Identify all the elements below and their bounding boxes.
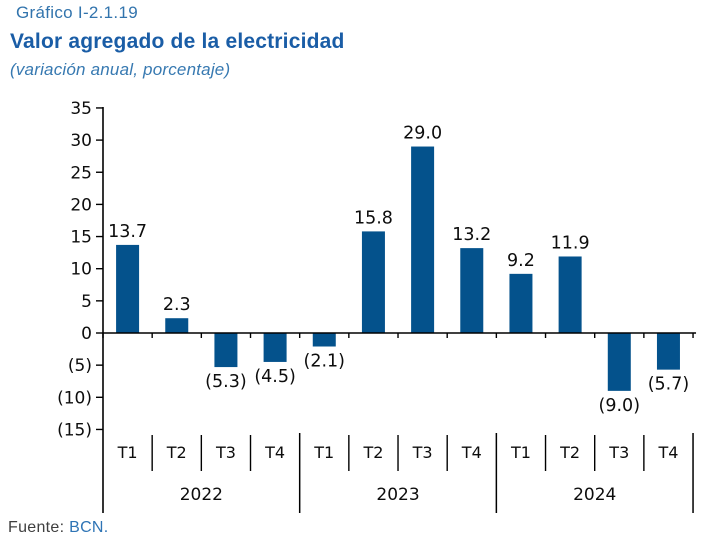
bar	[165, 318, 189, 333]
quarter-label: T1	[510, 443, 531, 462]
quarter-label: T3	[412, 443, 433, 462]
year-label: 2024	[573, 485, 616, 505]
bar-value-label: (9.0)	[599, 396, 641, 416]
year-label: 2023	[376, 485, 419, 505]
source-note: Fuente: BCN.	[8, 519, 109, 537]
quarter-label: T4	[264, 443, 285, 462]
bar-value-label: 2.3	[163, 295, 191, 315]
source-value: BCN.	[69, 519, 109, 536]
y-tick-label: 0	[81, 324, 92, 344]
bar-chart: 35 30 25 20 15 10 5 0 (5) (10) (15) 13.7 2.3 (5.3) (4.…	[57, 99, 697, 513]
year-label: 2022	[180, 485, 223, 505]
y-tick-label: (10)	[57, 388, 92, 408]
y-tick-label: (5)	[68, 356, 92, 376]
bar	[607, 333, 631, 391]
bar-value-label: 13.7	[108, 222, 147, 242]
chart-subtitle: (variación anual, porcentaje)	[10, 60, 231, 79]
bar-value-label: 11.9	[551, 233, 590, 253]
y-tick-label: (15)	[57, 420, 92, 440]
y-tick-label: 20	[70, 195, 92, 215]
quarter-label: T2	[559, 443, 580, 462]
bar	[509, 273, 533, 333]
bar-value-label: (4.5)	[254, 367, 296, 387]
bar	[116, 244, 140, 333]
bar	[460, 248, 484, 333]
quarter-label: T1	[117, 443, 138, 462]
bar-value-label: (5.3)	[205, 372, 247, 392]
y-tick-label: 10	[70, 260, 92, 280]
quarter-label: T4	[461, 443, 482, 462]
bar	[361, 231, 385, 333]
source-label: Fuente:	[8, 519, 65, 536]
chart-number: Gráfico I-2.1.19	[16, 3, 138, 22]
quarter-label: T2	[166, 443, 187, 462]
bar	[263, 333, 287, 362]
bar	[411, 146, 435, 333]
quarter-label: T3	[608, 443, 629, 462]
bar	[214, 333, 238, 368]
bar	[312, 333, 336, 347]
bar-value-label: 13.2	[452, 225, 491, 245]
quarter-label: T2	[362, 443, 383, 462]
y-tick-label: 5	[81, 292, 92, 312]
y-tick-label: 15	[70, 228, 92, 248]
quarter-label: T4	[657, 443, 678, 462]
chart-header: Gráfico I-2.1.19 Valor agregado de la el…	[10, 3, 345, 80]
bar-value-label: (5.7)	[648, 375, 690, 395]
bar-value-label: (2.1)	[304, 352, 346, 372]
bar	[656, 333, 680, 370]
quarter-label: T1	[313, 443, 334, 462]
y-tick-label: 35	[70, 99, 92, 119]
y-tick-label: 30	[70, 131, 92, 151]
y-tick-label: 25	[70, 163, 92, 183]
bar	[558, 256, 582, 333]
bar-value-label: 29.0	[403, 124, 442, 144]
chart-title: Valor agregado de la electricidad	[10, 30, 345, 53]
quarter-label: T3	[215, 443, 236, 462]
bar-value-label: 9.2	[507, 251, 535, 271]
bar-value-label: 15.8	[354, 208, 393, 228]
